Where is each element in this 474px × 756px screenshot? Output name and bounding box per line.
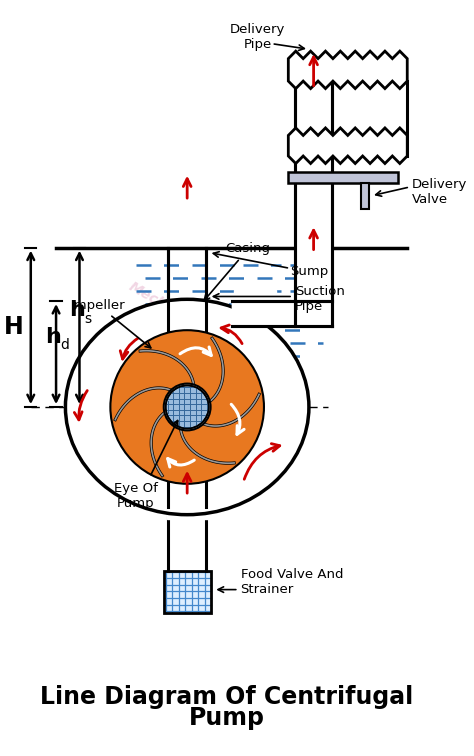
Polygon shape <box>295 60 332 326</box>
Polygon shape <box>164 571 210 613</box>
Ellipse shape <box>65 299 309 515</box>
Polygon shape <box>234 290 276 318</box>
Polygon shape <box>288 51 407 88</box>
Polygon shape <box>232 301 332 326</box>
Polygon shape <box>232 296 267 326</box>
Text: H: H <box>3 315 23 339</box>
Text: Eye Of
Pump: Eye Of Pump <box>114 482 157 510</box>
Polygon shape <box>166 496 208 519</box>
Text: Delivery
Pipe: Delivery Pipe <box>230 23 285 51</box>
Bar <box>164 571 210 613</box>
Polygon shape <box>288 128 407 163</box>
Text: Casing: Casing <box>204 243 271 300</box>
Text: Delivery
Valve: Delivery Valve <box>412 178 467 206</box>
Bar <box>361 183 369 209</box>
Text: d: d <box>61 338 70 352</box>
Circle shape <box>164 383 210 430</box>
Text: h: h <box>46 327 61 346</box>
Text: Sump: Sump <box>290 265 328 277</box>
Bar <box>288 172 398 183</box>
Circle shape <box>110 330 264 484</box>
Text: Line Diagram Of Centrifugal: Line Diagram Of Centrifugal <box>40 685 413 709</box>
Text: Food Valve And
Strainer: Food Valve And Strainer <box>240 568 343 596</box>
Text: Suction
Pipe: Suction Pipe <box>295 285 345 313</box>
Text: Pump: Pump <box>189 706 264 730</box>
Circle shape <box>165 386 209 429</box>
Text: MechanicalTutorial.Com: MechanicalTutorial.Com <box>127 280 295 385</box>
Text: s: s <box>84 311 91 326</box>
Text: Impeller: Impeller <box>71 299 151 348</box>
Text: h: h <box>69 300 84 320</box>
